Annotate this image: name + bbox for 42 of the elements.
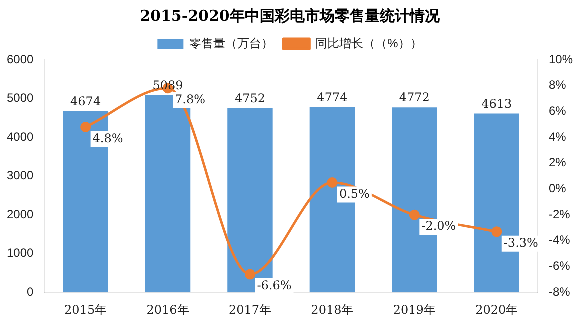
- legend-label: 零售量（万台）: [190, 36, 274, 50]
- x-tick-label: 2019年: [393, 302, 436, 317]
- point: [80, 122, 92, 132]
- y-tick-label: 2000: [6, 207, 34, 222]
- data-label: -6.6%: [257, 278, 292, 293]
- y2-tick-label: 6%: [548, 104, 567, 118]
- data-label: -2.0%: [422, 219, 456, 234]
- y2-tick-label: -2%: [548, 207, 571, 222]
- legend-label: 同比增长（（%））: [316, 36, 422, 50]
- x-tick-label: 2016年: [146, 302, 190, 317]
- y-tick-label: 5000: [6, 91, 34, 106]
- y-tick-label: 6000: [6, 52, 34, 66]
- point: [409, 210, 420, 220]
- data-label: -3.3%: [504, 236, 538, 250]
- x-tick-label: 2020年: [476, 302, 518, 317]
- y-tick-label: 4000: [6, 130, 34, 144]
- y-tick-label: 0: [27, 284, 34, 299]
- data-label: 4752: [234, 92, 266, 106]
- data-label: 4774: [317, 90, 348, 105]
- data-label: 7.8%: [175, 92, 206, 107]
- y2-tick-label: -4%: [548, 233, 571, 248]
- point: [492, 226, 502, 238]
- y2-tick-label: -6%: [548, 259, 571, 274]
- x-tick-label: 2018年: [311, 302, 354, 317]
- data-label: 4.8%: [92, 131, 124, 146]
- point: [327, 178, 338, 188]
- data-label: 4674: [70, 94, 102, 109]
- y2-tick-label: 10%: [548, 52, 574, 66]
- point: [244, 269, 256, 280]
- x-tick-label: 2015年: [64, 302, 108, 317]
- data-label: 0.5%: [339, 186, 370, 201]
- y-tick-label: 1000: [6, 246, 34, 260]
- data-label: 4613: [482, 96, 512, 111]
- y2-tick-label: 0%: [548, 182, 567, 196]
- y-tick-label: 3000: [6, 168, 34, 183]
- y2-tick-label: 8%: [548, 78, 567, 92]
- y2-tick-label: 4%: [548, 130, 567, 144]
- chart-title: 2015-2020年中国彩电市场零售量统计情况: [139, 6, 441, 27]
- y2-tick-label: -8%: [548, 284, 571, 299]
- y2-tick-label: 2%: [548, 156, 567, 170]
- x-tick-label: 2017年: [228, 302, 272, 317]
- data-label: 4772: [399, 90, 430, 105]
